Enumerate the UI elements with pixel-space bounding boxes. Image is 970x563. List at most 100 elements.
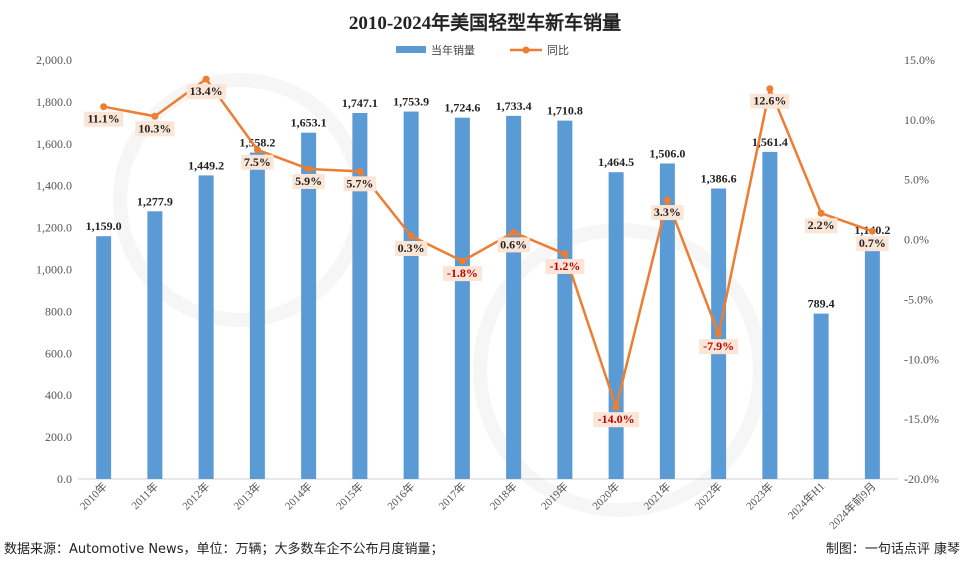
bar-data-label: 1,561.4 [752,135,788,149]
y-right-tick-label: 5.0% [904,173,929,187]
yoy-label-bg [241,154,274,170]
yoy-data-label: 13.4% [186,84,226,100]
y-right-tick-label: 0.0% [904,233,929,247]
yoy-line [103,77,873,409]
bar [96,236,112,479]
yoy-label-text: 0.7% [859,236,886,250]
y-right-tick-label: -20.0% [904,472,939,486]
yoy-label-bg [135,121,175,137]
bar [864,240,880,479]
bar [506,115,522,480]
yoy-data-label: 0.6% [497,237,530,253]
x-tick-label: 2013年 [230,479,263,512]
x-tick-label: 2015年 [333,479,366,512]
y-right-tick-label: 15.0% [904,53,935,67]
yoy-label-text: -7.9% [703,339,734,353]
chart-title: 2010-2024年美国轻型车新车销量 [349,11,621,34]
x-tick-label: 2016年 [384,479,417,512]
yoy-point [510,228,518,236]
footer-credit: 制图：一句话点评 康琴 [826,541,960,557]
yoy-point [458,257,466,265]
y-left-tick-label: 1,800.0 [36,95,72,109]
x-axis: 2010年 2011年 2012年 2013年 2014年 2015年 2016年 2017年… [77,479,879,532]
yoy-data-label: 5.7% [343,176,377,192]
yoy-point [766,85,774,93]
y-left-tick-label: 1,400.0 [36,179,72,193]
yoy-point [202,75,210,83]
yoy-point [817,209,825,217]
yoy-data-label: 0.3% [394,240,428,256]
yoy-label-bg [394,240,428,256]
bar-data-label: 1,653.1 [291,116,327,130]
yoy-label-text: 5.9% [295,174,322,188]
y-right-tick-label: -5.0% [904,292,933,306]
yoy-label-text: -1.8% [447,266,478,280]
legend-bar-swatch [396,46,426,53]
line-series [100,75,876,411]
bar-data-label: 1,386.6 [701,172,737,186]
bar [813,313,829,479]
yoy-data-label: 5.9% [292,173,325,189]
legend-bar-label: 当年销量 [431,43,475,57]
bar-data-label: 1,277.9 [137,194,173,208]
yoy-label-text: -14.0% [598,412,635,426]
yoy-label-text: 5.7% [346,176,373,190]
yoy-label-bg [750,93,790,109]
yoy-point [612,403,620,411]
yoy-label-bg [856,236,889,252]
y-right-tick-label: 10.0% [904,113,935,127]
y-left-tick-label: 400.0 [45,388,72,402]
yoy-label-bg [545,258,585,274]
yoy-label-text: 2.2% [808,218,835,232]
yoy-point [356,167,364,175]
footer-source: 数据来源：Automotive News，单位：万辆；大多数车企不公布月度销量； [4,541,443,557]
y-left-tick-label: 1,200.0 [36,221,72,235]
y-left-axis: 0.0 200.0 400.0 600.0 800.0 1,000.0 1,200.0 1,4… [36,53,72,486]
yoy-label-bg [593,412,639,428]
legend-line-marker [522,46,530,54]
y-left-tick-label: 2,000.0 [36,53,72,67]
yoy-label-bg [804,218,838,234]
yoy-point [305,165,313,173]
yoy-label-bg [343,176,377,192]
y-right-tick-label: -10.0% [904,352,939,366]
y-left-tick-label: 200.0 [45,430,72,444]
bar-data-label: 1,506.0 [649,146,685,160]
bar-data-label: 1,449.2 [188,158,224,172]
yoy-label-text: 12.6% [753,94,786,108]
bar [249,152,265,479]
x-tick-label: 2024年H1 [784,479,827,522]
yoy-label-text: 7.5% [244,155,271,169]
yoy-label-bg [497,237,530,253]
yoy-point [868,227,876,235]
x-tick-label: 2018年 [487,479,520,512]
yoy-data-label: 11.1% [84,111,124,127]
bar [352,112,368,480]
bar-data-label: 1,724.6 [444,101,480,115]
y-left-tick-label: 1,000.0 [36,263,72,277]
yoy-data-label: -1.8% [442,266,482,282]
x-tick-label: 2012年 [179,479,212,512]
yoy-point [715,330,723,338]
yoy-label-text: 11.1% [87,112,119,126]
line-labels: 11.1% 10.3% 13.4% 7.5% 5.9% 5.7% 0.3% -1.8% 0.6%… [84,84,889,428]
y-right-axis: -20.0% -15.0% -10.0% -5.0% 0.0% 5.0% 10.0% 15.0… [904,53,939,486]
y-left-tick-label: 800.0 [45,304,72,318]
bar [608,172,624,479]
yoy-point [151,112,159,120]
legend: 当年销量 同比 [396,43,569,57]
yoy-label-text: 0.3% [398,241,425,255]
bar [403,111,419,479]
yoy-point [407,232,415,240]
bar [557,120,573,479]
yoy-label-text: 3.3% [654,205,681,219]
yoy-point [663,196,671,204]
yoy-data-label: 0.7% [856,236,889,252]
y-left-tick-label: 0.0 [57,472,72,486]
legend-line-label: 同比 [547,44,569,57]
yoy-data-label: -14.0% [593,412,639,428]
yoy-point [561,250,569,258]
bar-data-label: 789.4 [808,297,835,311]
x-tick-label: 2017年 [435,479,468,512]
